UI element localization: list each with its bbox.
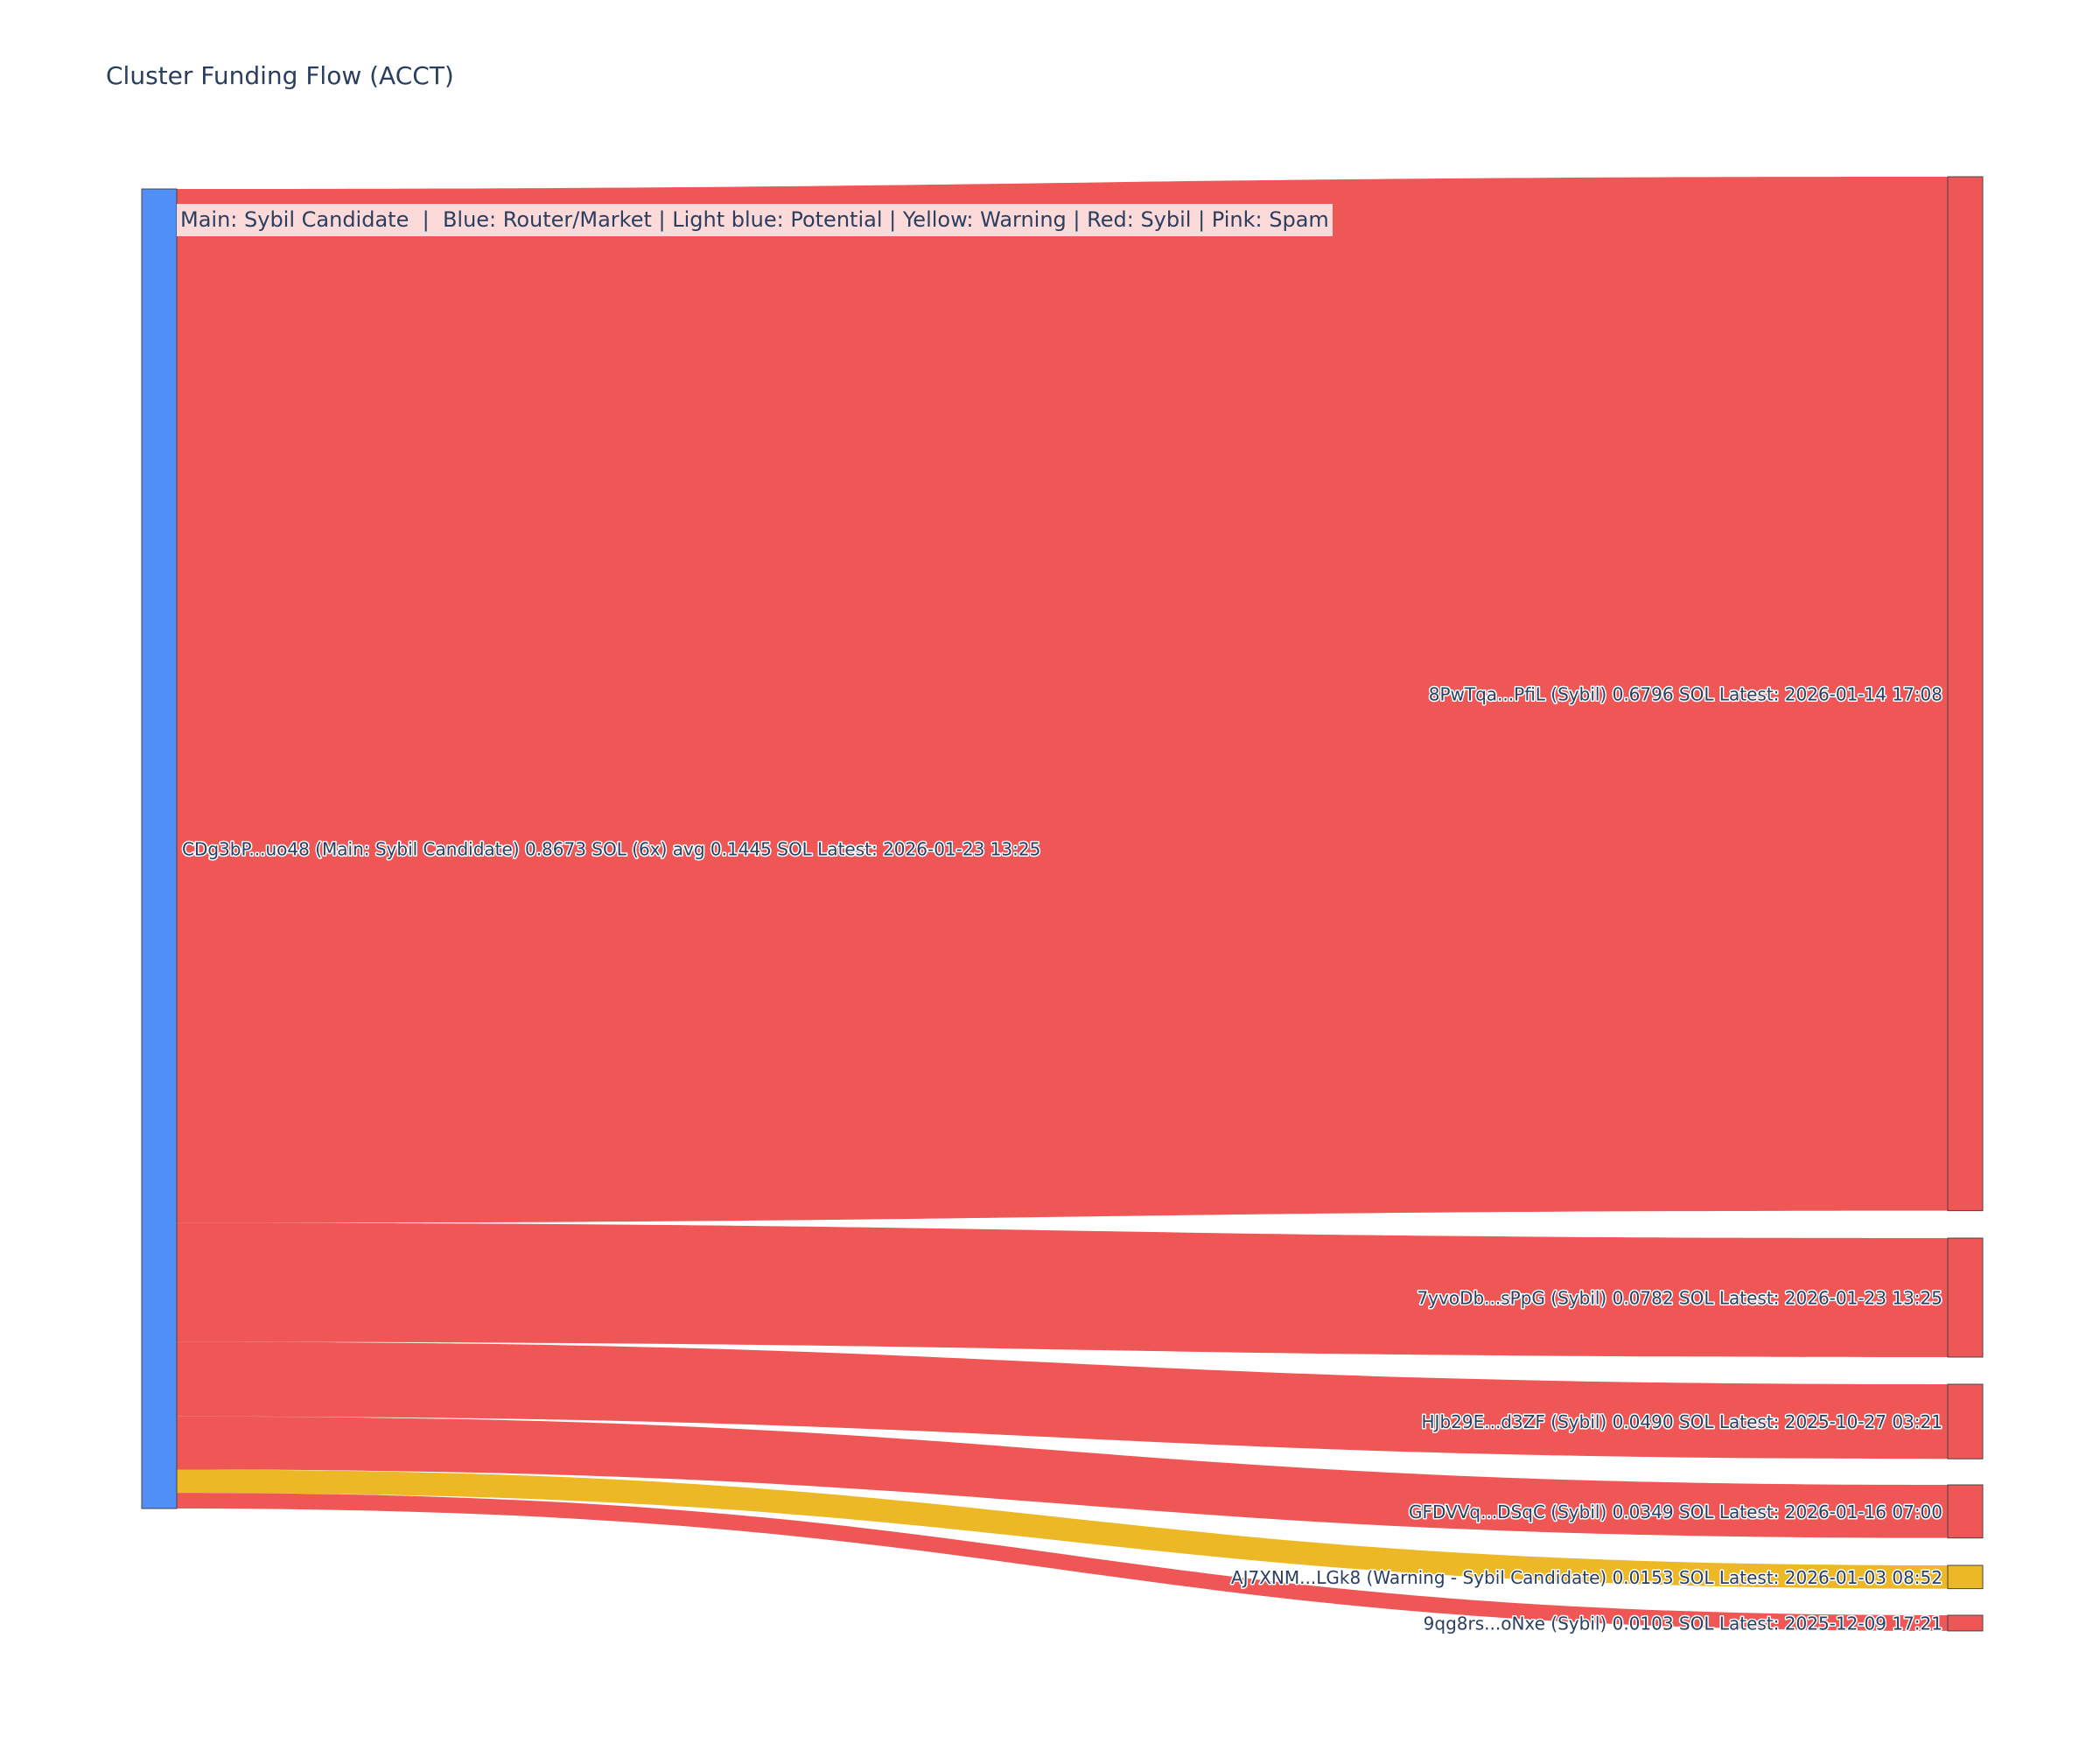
target-node-3[interactable] [1947, 1383, 1984, 1460]
flow-link-3[interactable] [177, 1341, 1948, 1460]
source-node-label: CDg3bP...uo48 (Main: Sybil Candidate) 0.… [182, 839, 1040, 860]
target-node-label-6: 9qg8rs...oNxe (Sybil) 0.0103 SOL Latest:… [1424, 1613, 1942, 1634]
source-node[interactable] [141, 188, 178, 1509]
target-node-label-4: GFDVVq...DSqC (Sybil) 0.0349 SOL Latest:… [1409, 1502, 1942, 1522]
target-node-6[interactable] [1947, 1614, 1984, 1632]
flow-link-1[interactable] [177, 177, 1948, 1223]
target-node-label-1: 8PwTqa...PfiL (Sybil) 0.6796 SOL Latest:… [1429, 683, 1942, 704]
target-node-4[interactable] [1947, 1484, 1984, 1539]
target-node-label-2: 7yvoDb...sPpG (Sybil) 0.0782 SOL Latest:… [1417, 1287, 1942, 1308]
target-node-5[interactable] [1947, 1564, 1984, 1590]
target-node-label-3: HJb29E...d3ZF (Sybil) 0.0490 SOL Latest:… [1422, 1411, 1942, 1432]
flow-link-2[interactable] [177, 1222, 1948, 1357]
flow-link-6[interactable] [177, 1493, 1948, 1631]
target-node-1[interactable] [1947, 176, 1984, 1212]
legend-annotation: Main: Sybil Candidate | Blue: Router/Mar… [177, 204, 1333, 236]
target-node-2[interactable] [1947, 1237, 1984, 1358]
flow-link-5[interactable] [177, 1469, 1948, 1589]
flow-link-4[interactable] [177, 1416, 1948, 1538]
chart-title: Cluster Funding Flow (ACCT) [106, 61, 454, 90]
target-node-label-5: AJ7XNM...LGk8 (Warning - Sybil Candidate… [1231, 1567, 1942, 1588]
